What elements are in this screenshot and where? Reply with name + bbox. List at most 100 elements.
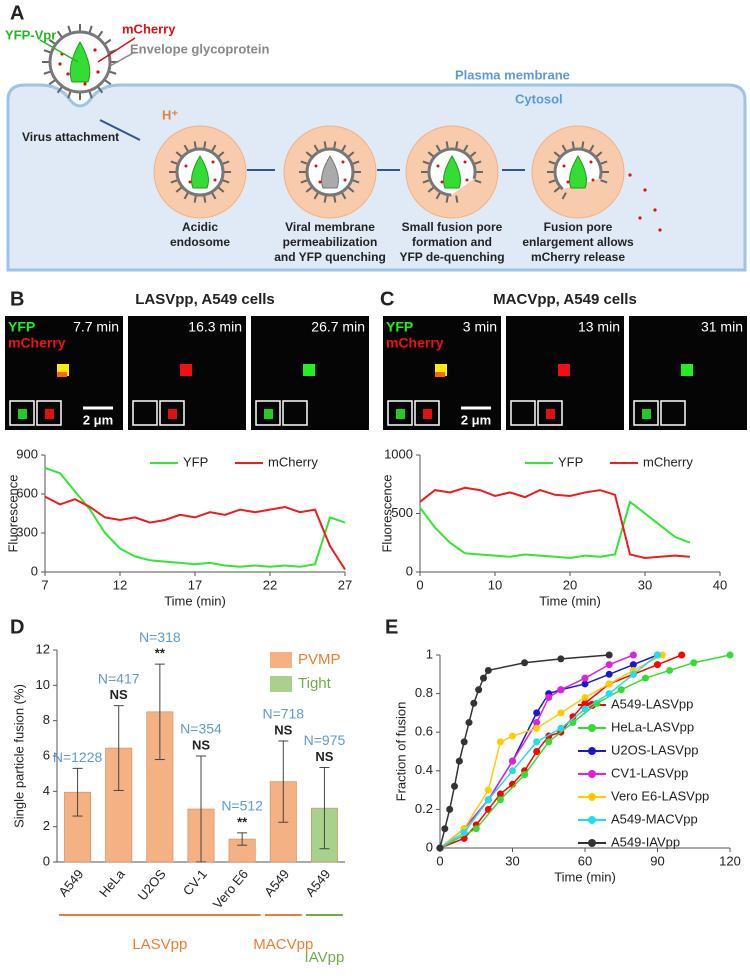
legend-label: mCherry	[643, 454, 693, 469]
spike	[175, 186, 183, 193]
dot	[96, 70, 100, 74]
significance: NS	[315, 749, 333, 764]
legend-label: A549-LASVpp	[611, 696, 693, 711]
panel-label: B	[10, 288, 24, 310]
series-line	[439, 654, 731, 849]
spot	[303, 364, 315, 376]
point	[678, 651, 686, 659]
point	[470, 699, 478, 707]
error-bar	[113, 705, 124, 791]
spike	[217, 151, 225, 158]
spike	[203, 141, 207, 149]
label: Envelope glycoprotein	[130, 41, 269, 56]
x-tick-label: 120	[719, 853, 741, 868]
point	[690, 659, 698, 667]
point	[605, 690, 613, 698]
legend-label: mCherry	[268, 454, 318, 469]
y-tick-label: 8	[43, 712, 50, 727]
spike	[183, 144, 189, 152]
point	[533, 709, 541, 717]
point	[484, 666, 492, 674]
point	[521, 659, 529, 667]
error-bar	[154, 663, 165, 761]
spike	[445, 141, 449, 149]
n-label: N=417	[98, 670, 140, 686]
dot	[465, 178, 469, 182]
dot	[589, 160, 593, 164]
dot	[58, 62, 62, 66]
label: H⁺	[162, 107, 178, 122]
inset-spot	[18, 409, 27, 419]
spike	[553, 151, 561, 158]
core	[321, 155, 339, 189]
x-tick-label: 12	[113, 577, 127, 592]
spot	[57, 372, 67, 377]
y-axis-label: Single particle fusion (%)	[11, 684, 26, 828]
inset	[132, 400, 158, 426]
point	[593, 699, 601, 707]
time-label: 26.7 min	[311, 319, 365, 335]
spike	[561, 144, 567, 152]
error-bar	[72, 767, 83, 817]
y-tick-label: 1000	[384, 446, 413, 461]
significance: **	[237, 814, 248, 829]
point	[484, 786, 492, 794]
spike	[561, 192, 567, 200]
step-caption: Small fusion pore	[402, 220, 503, 234]
x-tick-label: 90	[650, 853, 664, 868]
dot	[341, 160, 345, 164]
n-label: N=975	[304, 732, 346, 748]
n-label: N=512	[221, 798, 263, 814]
x-tick-label: 40	[713, 577, 727, 592]
spike	[422, 160, 430, 165]
label: Plasma membrane	[455, 67, 570, 82]
dot	[83, 82, 87, 86]
y-tick-label: 12	[36, 641, 50, 656]
legend-label: A549-IAVpp	[611, 834, 680, 849]
inset	[9, 400, 35, 426]
spike	[203, 195, 207, 203]
dot	[643, 188, 647, 192]
channel-label: YFP	[386, 319, 413, 335]
y-tick-label: 0	[426, 839, 433, 854]
panel-a: A YFP-Vpr mCherry Envelope glycoprotein …	[5, 2, 747, 272]
point	[446, 805, 454, 813]
y-tick-label: 0	[43, 853, 50, 868]
y-axis-label: Fraction of fusion	[393, 702, 408, 802]
point	[581, 680, 589, 688]
label: Cytosol	[515, 91, 563, 106]
step-caption: mCherry release	[531, 250, 625, 264]
point	[654, 651, 661, 659]
legend-marker	[588, 793, 596, 801]
point	[533, 724, 541, 732]
panel-label: D	[10, 616, 24, 638]
spike	[175, 151, 183, 158]
n-label: N=1228	[53, 749, 103, 765]
dot	[93, 48, 97, 52]
panel-label: A	[10, 2, 24, 24]
panel-label: C	[380, 288, 394, 310]
point	[460, 738, 468, 746]
spike	[193, 195, 197, 203]
point	[605, 661, 613, 669]
n-label: N=318	[139, 629, 181, 645]
spike	[313, 144, 319, 152]
x-tick-label: U2OS	[135, 866, 169, 903]
series-line	[419, 486, 691, 559]
x-tick-label: 17	[188, 577, 202, 592]
legend-marker	[588, 839, 596, 847]
spike	[600, 179, 608, 184]
core	[569, 155, 587, 189]
y-tick-label: 2	[43, 818, 50, 833]
group-label: IAVpp	[305, 949, 345, 966]
x-tick-label: 7	[41, 577, 48, 592]
x-tick-label: 0	[416, 577, 423, 592]
point	[605, 680, 613, 688]
point	[533, 738, 541, 746]
dot	[566, 180, 570, 184]
step-caption: formation and	[412, 235, 492, 249]
error-bar	[237, 832, 248, 846]
time-label: 7.7 min	[73, 319, 119, 335]
spike	[427, 151, 435, 158]
spike	[217, 186, 225, 193]
